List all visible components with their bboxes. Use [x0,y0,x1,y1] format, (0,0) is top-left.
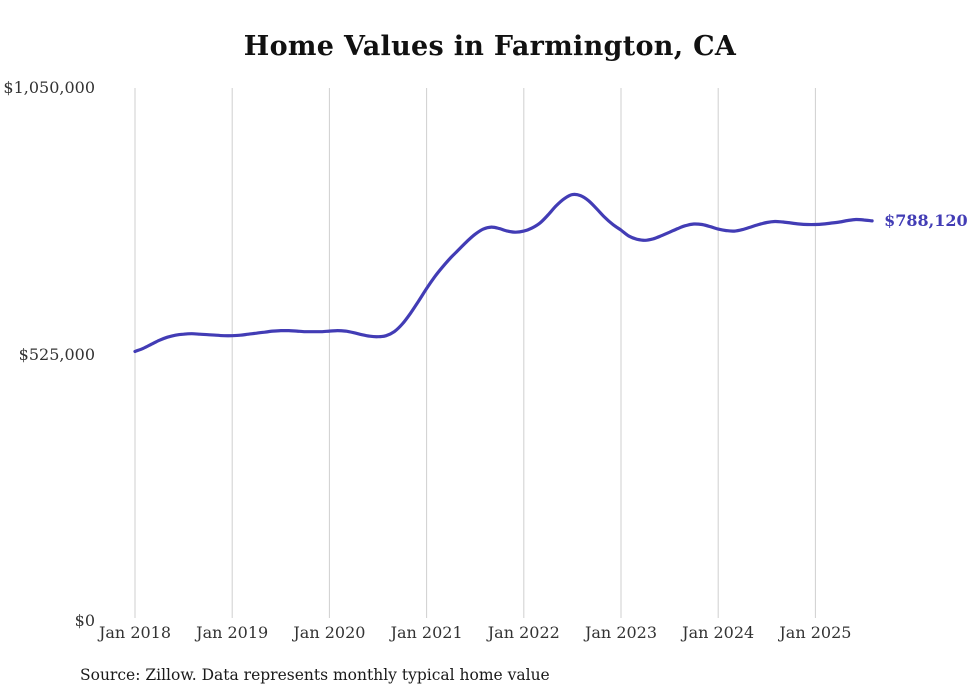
x-axis-tick-label: Jan 2020 [293,623,366,642]
x-axis-tick-label: Jan 2021 [390,623,463,642]
x-axis-tick-label: Jan 2019 [196,623,269,642]
y-axis-tick-label: $525,000 [18,344,95,364]
x-axis-tick-label: Jan 2022 [487,623,560,642]
x-axis-tick-label: Jan 2024 [682,623,755,642]
chart-title: Home Values in Farmington, CA [243,31,737,62]
x-axis-tick-label: Jan 2018 [98,623,172,642]
source-note: Source: Zillow. Data represents monthly … [80,666,550,684]
latest-value-label: $788,120 [884,210,968,230]
y-axis-tick-label: $0 [74,611,95,630]
x-axis-tick-label: Jan 2025 [779,623,852,642]
y-axis-tick-label: $1,050,000 [3,78,95,97]
value-line [133,192,874,354]
x-axis-tick-label: Jan 2023 [584,623,658,642]
